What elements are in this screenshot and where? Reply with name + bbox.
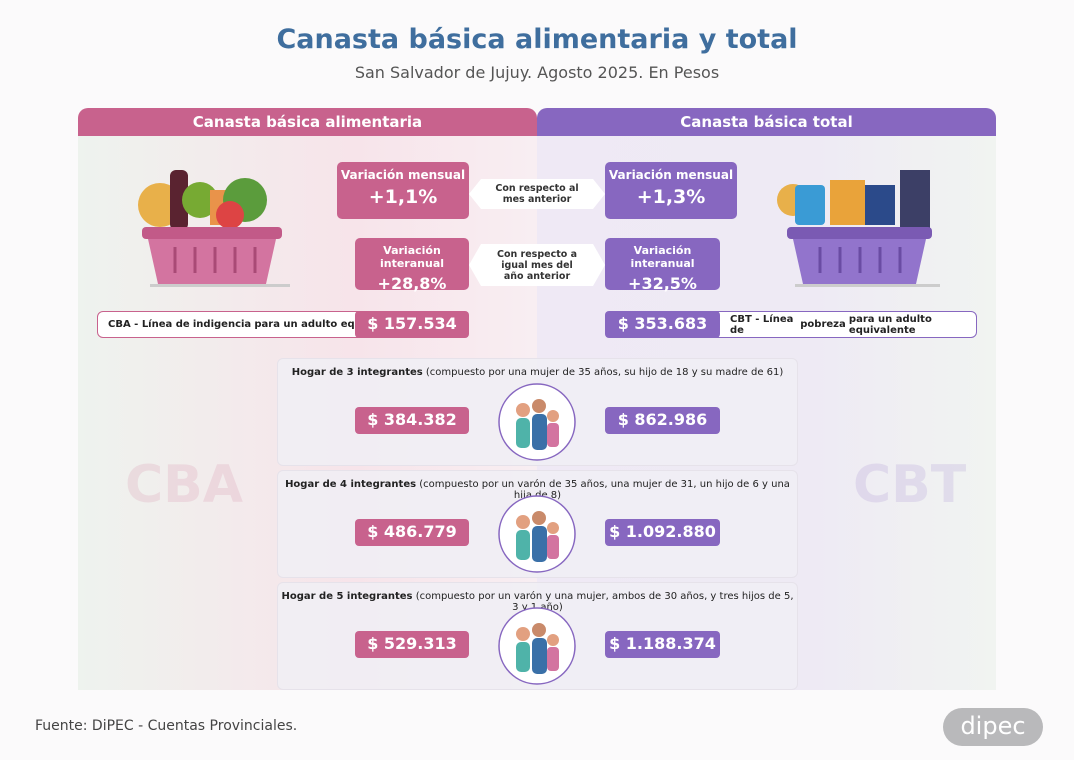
label: Variación interanual [379,244,445,270]
keyword: indigencia [192,319,252,330]
suffix: para un adulto equivalente [254,319,408,330]
household-cbt: $ 1.188.374 [605,631,720,658]
prefix: CBA - Línea de [108,319,190,330]
family-icon [498,607,576,685]
source: Fuente: DiPEC - Cuentas Provinciales. [35,718,298,734]
right-heading: Canasta básica total [537,108,996,136]
yearly-cba: Variación interanual +28,8% [355,238,469,293]
value: +28,8% [377,274,447,293]
cba-value: $ 157.534 [355,311,469,338]
note-monthly: Con respecto al mes anterior [469,179,605,209]
label: Variación mensual [340,168,466,182]
household-detail: (compuesto por un varón de 35 años, una … [419,479,790,501]
note-yearly: Con respecto a igual mes del año anterio… [469,244,605,286]
household-title: Hogar de 5 integrantes [281,591,413,602]
title: Canasta básica alimentaria y total [276,24,798,55]
food-basket [138,170,290,287]
monthly-cbt: Variación mensual +1,3% [605,162,737,219]
value: +32,5% [628,274,697,293]
subtitle: San Salvador de Jujuy. Agosto 2025. En P… [354,63,720,82]
cbt-value: $ 353.683 [605,311,720,338]
prefix: CBT - Línea de [730,313,794,336]
yearly-cbt: Variación interanual +32,5% [605,238,720,293]
watermark-cba: CBA [125,455,244,515]
left-heading: Canasta básica alimentaria [78,108,537,136]
household-cba: $ 384.382 [355,407,469,434]
suffix: para un adulto equivalente [848,313,932,336]
household-cbt: $ 862.986 [605,407,720,434]
household-detail: (compuesto por una mujer de 35 años, su … [425,367,784,378]
monthly-cba: Variación mensual +1,1% [337,162,469,219]
value: +1,3% [636,186,706,208]
watermark-cbt: CBT [853,455,967,515]
household-cba: $ 486.779 [355,519,469,546]
family-icon [498,495,576,573]
household-cba: $ 529.313 [355,631,469,658]
household-title: Hogar de 3 integrantes [291,367,423,378]
household-detail: (compuesto por un varón y una mujer, amb… [415,591,794,613]
label: Variación interanual [630,244,695,270]
logo: dipec [943,708,1043,746]
household-title: Hogar de 4 integrantes [285,479,417,490]
family-icon [498,383,576,461]
keyword: pobreza [800,319,846,330]
household-cbt: $ 1.092.880 [605,519,720,546]
value: +1,1% [368,186,438,208]
household-heading: Hogar de 3 integrantes (compuesto por un… [278,367,797,378]
label: Variación mensual [608,168,734,182]
total-basket [777,170,940,287]
